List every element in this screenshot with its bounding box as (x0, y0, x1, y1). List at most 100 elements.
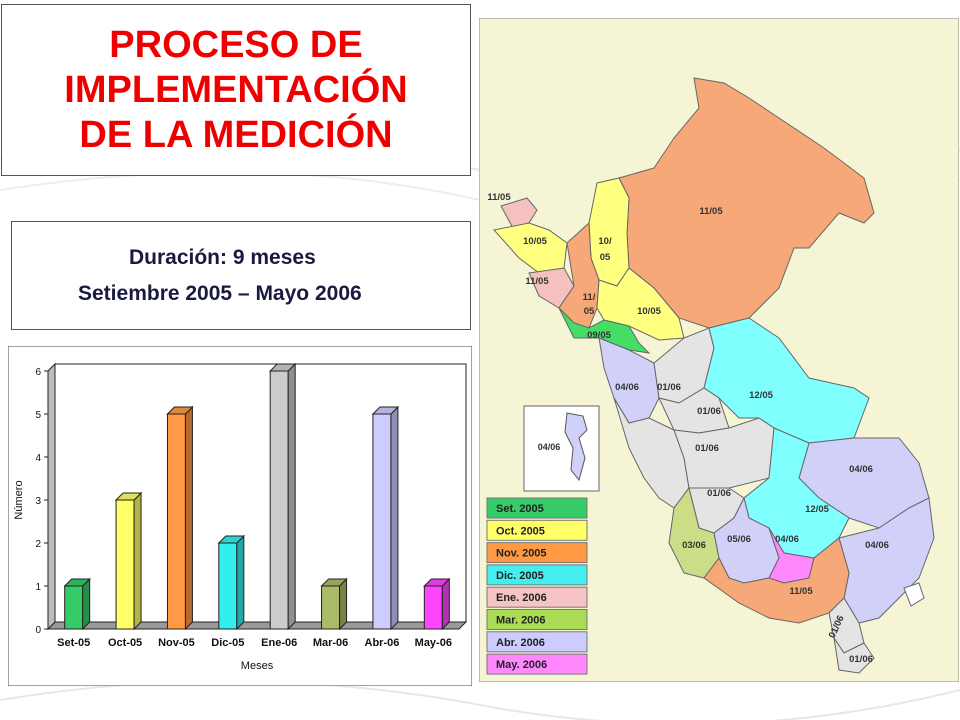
bar-top (371, 406, 400, 415)
legend-item: May. 2006 (486, 653, 588, 675)
bar-top (217, 535, 246, 544)
map-region-label: 01/06 (707, 488, 731, 499)
map-region-label: 04/06 (865, 540, 889, 551)
inset-label: 04/06 (538, 442, 561, 452)
title-line-2: IMPLEMENTACIÓN (64, 68, 408, 111)
bar-Abr-06 (371, 405, 400, 631)
legend-swatch (486, 519, 588, 541)
legend-item: Set. 2005 (486, 497, 588, 519)
bar-side (236, 534, 245, 631)
inset-frame (523, 405, 600, 492)
y-tick-label: 5 (35, 410, 41, 421)
legend-swatch (486, 564, 588, 586)
bar-front (166, 413, 186, 630)
map-region-label: 11/ (583, 292, 596, 303)
bar-top (63, 578, 91, 587)
y-tick-label: 1 (35, 582, 41, 593)
bar-front (218, 542, 238, 630)
bar-Oct-05 (114, 491, 143, 631)
map-region-tacna (833, 637, 875, 674)
bar-front (423, 585, 443, 630)
y-tick-label: 6 (35, 367, 41, 378)
bar-May-06 (423, 577, 451, 631)
legend-swatch (486, 653, 588, 675)
map-region-label: 01/06 (697, 406, 721, 417)
legend-swatch (486, 586, 588, 608)
map-region-label: 04/06 (615, 382, 639, 393)
map-region-label: 04/06 (849, 464, 873, 475)
map-region-label: 01/06 (695, 443, 719, 454)
bar-Mar-06 (320, 577, 348, 631)
map-region-san-martin (596, 267, 685, 341)
legend-swatch (486, 542, 588, 564)
map-region-label: 01/06 (657, 382, 681, 393)
duration-text: Duración: 9 meses (129, 246, 316, 269)
map-region-arequipa (703, 537, 850, 624)
map-region-label: 11/05 (699, 206, 723, 217)
map-region-la-libertad (558, 307, 651, 354)
bar-front (269, 370, 289, 630)
legend-swatch (486, 497, 588, 519)
bar-front (372, 413, 392, 630)
map-region-label: 05/06 (727, 534, 751, 545)
map-region-label: 10/ (598, 236, 612, 247)
period-text: Setiembre 2005 – Mayo 2006 (78, 282, 362, 305)
map-panel: 11/05 11/05 10/05 10/05 11/05 11/05 10/05 09/05… (478, 17, 960, 683)
bar-top (114, 492, 143, 501)
bar-side (133, 491, 142, 631)
map-regions (493, 77, 935, 674)
lake-titicaca (903, 582, 925, 607)
bar-side (390, 405, 399, 631)
map-region-label: 04/06 (775, 534, 799, 545)
y-tick-label: 4 (35, 453, 41, 464)
bar-top (268, 363, 297, 372)
legend-label: Dic. 2005 (496, 570, 544, 582)
bar-side (339, 577, 348, 631)
bar-side (82, 577, 91, 631)
x-axis-title: Meses (241, 660, 274, 672)
legend-swatch (486, 609, 588, 630)
map-labels: 11/05 11/05 10/05 10/05 11/05 11/05 10/05 09/05… (487, 192, 889, 665)
legend-label: Set. 2005 (496, 503, 544, 515)
bar-top (166, 406, 194, 415)
map-region-label: 05 (584, 306, 595, 317)
plot-floor (46, 621, 468, 630)
legend-item: Abr. 2006 (486, 631, 588, 653)
bar-side (287, 362, 296, 631)
bar-Nov-05 (166, 405, 194, 631)
peru-map: 11/05 11/05 10/05 10/05 11/05 11/05 10/05 09/05… (478, 17, 960, 683)
x-tick-label: Mar-06 (313, 637, 348, 649)
map-region-label: 01/06 (849, 654, 873, 665)
legend-item: Dic. 2005 (486, 564, 588, 586)
bar-front (321, 585, 341, 630)
map-region-label: 11/05 (525, 276, 549, 287)
map-legend: Set. 2005 Oct. 2005 Nov. 2005 Dic. 2005 Ene.… (486, 497, 588, 675)
map-region-label: 10/05 (637, 306, 661, 317)
map-region-label: 03/06 (682, 540, 706, 551)
legend-item: Nov. 2005 (486, 542, 588, 564)
inset-region (564, 412, 588, 482)
title-line-1: PROCESO DE (109, 23, 363, 66)
y-axis-title: Número (13, 480, 25, 519)
bar-chart-svg: 0 1 2 3 4 5 6 Set-05 Oct-05 Nov-05 Dic-05 Ene-06 Mar… (7, 345, 473, 687)
plot-side-wall (47, 362, 56, 631)
page-title: PROCESO DE IMPLEMENTACIÓN DE LA MEDICIÓN (64, 23, 407, 158)
x-tick-label: Ene-06 (261, 637, 297, 649)
bar-side (441, 577, 450, 631)
legend-label: Oct. 2005 (496, 525, 545, 537)
x-tick-label: Oct-05 (108, 637, 142, 649)
legend-label: Mar. 2006 (496, 615, 546, 627)
legend-item: Ene. 2006 (486, 586, 588, 608)
map-region-piura (493, 222, 568, 274)
bar-side (184, 405, 193, 631)
legend-label: Nov. 2005 (496, 548, 547, 560)
legend-item: Oct. 2005 (486, 519, 588, 541)
bar-Set-05 (63, 577, 91, 631)
x-tick-label: May-06 (415, 637, 452, 649)
duration-box: Duración: 9 meses Setiembre 2005 – Mayo … (11, 221, 471, 330)
legend-label: Abr. 2006 (496, 637, 545, 649)
map-region-label: 12/05 (805, 504, 829, 515)
legend-label: Ene. 2006 (496, 592, 547, 604)
legend-label: May. 2006 (496, 659, 547, 671)
x-tick-label: Dic-05 (211, 637, 244, 649)
